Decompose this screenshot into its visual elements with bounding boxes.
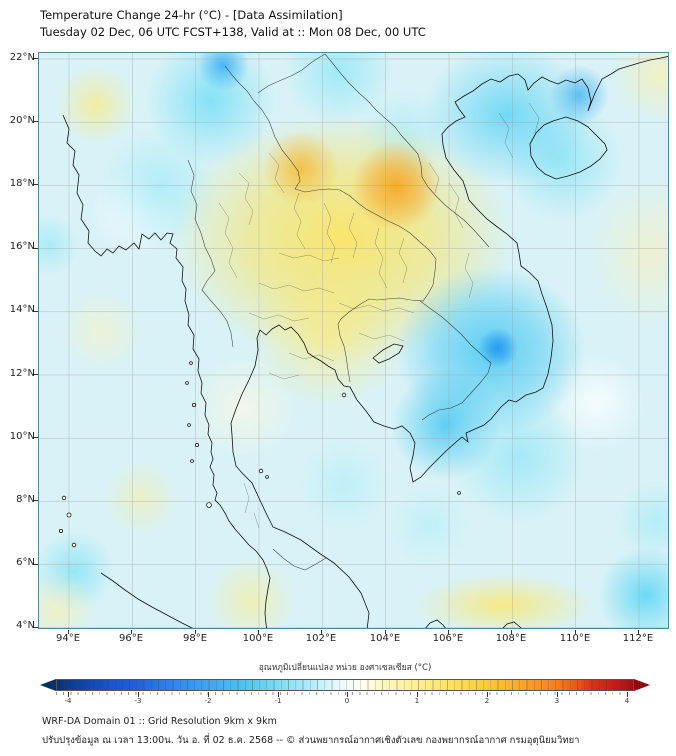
lon-label: 96°E (118, 633, 144, 644)
colorbar-tick-label: -3 (134, 697, 142, 705)
lat-label: 6°N (16, 557, 35, 568)
colorbar-tick-label: 1 (414, 697, 420, 705)
lon-tick (195, 630, 196, 634)
lon-tick (131, 630, 132, 634)
lon-tick (448, 630, 449, 634)
lon-tick (68, 630, 69, 634)
colorbar-tick (138, 691, 139, 697)
temperature-anomaly-field (39, 53, 668, 628)
colorbar (56, 679, 634, 691)
small-islands (58, 361, 461, 548)
colorbar-tick-label: 2 (484, 697, 490, 705)
colorbar-tick (347, 691, 348, 697)
lat-label: 20°N (9, 115, 35, 126)
lon-label: 108°E (495, 633, 527, 644)
colorbar-label: อุณหภูมิเปลี่ยนแปลง หน่วย องศาเซลเซียส (… (258, 663, 432, 673)
update-credit-info: ปรับปรุงข้อมูล ณ เวลา 13:00น. วัน อ. ที่… (42, 735, 580, 746)
lat-label: 8°N (16, 494, 35, 505)
lat-label: 4°N (16, 620, 35, 631)
coastline-layer (58, 56, 668, 628)
lat-tick (34, 184, 38, 185)
lat-tick (34, 437, 38, 438)
coastline-west (62, 114, 271, 628)
lon-tick (258, 630, 259, 634)
colorbar-right-arrow (634, 679, 650, 691)
colorbar-tick (557, 691, 558, 697)
lat-tick (34, 627, 38, 628)
coastline-china (472, 56, 668, 112)
gridlines (39, 53, 668, 628)
map-svg (39, 53, 668, 628)
lat-label: 18°N (9, 178, 35, 189)
small-island-arc-1 (425, 619, 446, 628)
lat-tick (34, 500, 38, 501)
colorbar-tick (627, 691, 628, 697)
lon-tick (385, 630, 386, 634)
sumatra-coast (100, 572, 193, 628)
lon-label: 100°E (242, 633, 274, 644)
lon-label: 110°E (559, 633, 591, 644)
colorbar-tick-label: -1 (274, 697, 282, 705)
lat-tick (34, 374, 38, 375)
lat-label: 12°N (9, 368, 35, 379)
coastline-gulf-vietnam (230, 90, 554, 628)
country-borders-layer (187, 53, 492, 571)
lon-label: 106°E (432, 633, 464, 644)
colorbar-tick-label: -4 (64, 697, 72, 705)
lon-tick (321, 630, 322, 634)
lat-tick (34, 121, 38, 122)
small-island-arc-2 (502, 621, 522, 628)
model-domain-info: WRF-DA Domain 01 :: Grid Resolution 9km … (42, 716, 277, 727)
hainan-island (529, 116, 608, 180)
forecast-validity-subtitle: Tuesday 02 Dec, 06 UTC FCST+138, Valid a… (40, 25, 426, 39)
lat-tick (34, 564, 38, 565)
lat-tick (34, 311, 38, 312)
lat-label: 14°N (9, 304, 35, 315)
lon-label: 98°E (182, 633, 208, 644)
colorbar-tick (68, 691, 69, 697)
colorbar-tick-label: 0 (344, 697, 350, 705)
lon-label: 102°E (305, 633, 337, 644)
province-boundaries-layer (218, 102, 540, 529)
colorbar-tick-label: -2 (204, 697, 212, 705)
lat-tick (34, 58, 38, 59)
colorbar-tick (278, 691, 279, 697)
tonle-sap-lake (372, 343, 404, 364)
colorbar-left-arrow (40, 679, 56, 691)
map-plot-area (38, 52, 669, 629)
colorbar-tick (208, 691, 209, 697)
colorbar-minor-ticks (56, 691, 634, 695)
lon-label: 104°E (369, 633, 401, 644)
colorbar-tick-label: 4 (624, 697, 630, 705)
colorbar-tick (417, 691, 418, 697)
lon-label: 94°E (55, 633, 81, 644)
lon-tick (638, 630, 639, 634)
lon-tick (511, 630, 512, 634)
lat-label: 22°N (9, 52, 35, 63)
lon-tick (575, 630, 576, 634)
colorbar-tick-label: 3 (554, 697, 560, 705)
colorbar-tick (487, 691, 488, 697)
page-title: Temperature Change 24-hr (°C) - [Data As… (40, 8, 343, 22)
lat-label: 16°N (9, 241, 35, 252)
lat-label: 10°N (9, 431, 35, 442)
lon-label: 112°E (622, 633, 654, 644)
lat-tick (34, 248, 38, 249)
